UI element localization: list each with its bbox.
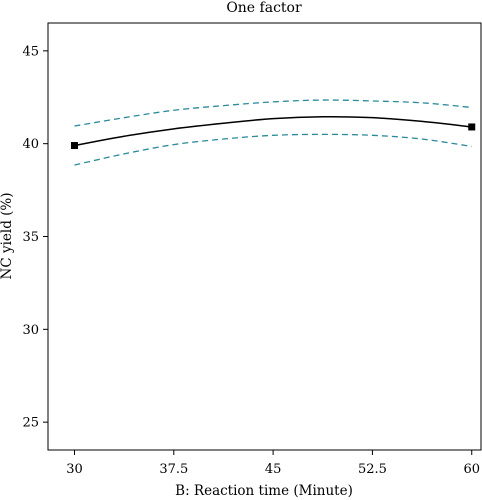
y-tick-label: 45 bbox=[22, 44, 39, 59]
x-tick-label: 45 bbox=[265, 462, 282, 477]
x-tick-label: 30 bbox=[66, 462, 83, 477]
y-tick-label: 35 bbox=[22, 230, 39, 245]
y-tick-label: 25 bbox=[22, 416, 39, 431]
x-tick-label: 60 bbox=[463, 462, 480, 477]
upper-confidence-line bbox=[74, 99, 472, 127]
lower-confidence-line bbox=[74, 133, 472, 166]
x-axis-label: B: Reaction time (Minute) bbox=[175, 483, 353, 499]
y-axis-label: NC yield (%) bbox=[0, 193, 15, 280]
axis-ticks: 30 37.5 45 52.5 60 25 30 35 40 45 bbox=[22, 44, 480, 477]
x-tick-label: 37.5 bbox=[159, 462, 188, 477]
data-point-marker bbox=[70, 142, 78, 150]
y-tick-label: 30 bbox=[22, 323, 39, 338]
plot-frame bbox=[47, 22, 482, 451]
chart-markers bbox=[70, 123, 476, 150]
chart-series bbox=[74, 99, 472, 166]
fit-line bbox=[74, 115, 472, 147]
chart-title: One factor bbox=[226, 0, 302, 16]
x-tick-label: 52.5 bbox=[358, 462, 387, 477]
y-tick-label: 40 bbox=[22, 137, 39, 152]
data-point-marker bbox=[468, 123, 476, 131]
